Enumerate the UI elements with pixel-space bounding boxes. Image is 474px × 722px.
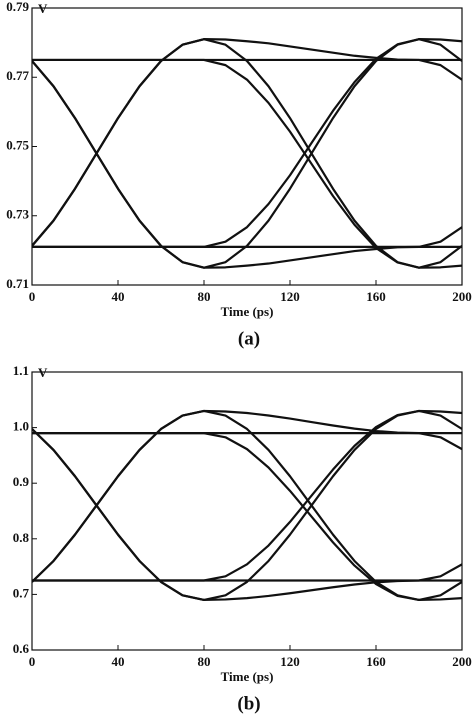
x-tick-label: 0 — [29, 289, 36, 304]
x-tick-label: 160 — [366, 654, 386, 669]
trace — [32, 428, 462, 602]
y-tick-label: 0.71 — [6, 276, 29, 291]
x-tick-label: 120 — [280, 654, 300, 669]
trace — [32, 38, 462, 247]
y-tick-label: 0.6 — [13, 641, 30, 656]
y-tick-label: 1.1 — [13, 363, 29, 378]
y-tick-label: 1.0 — [13, 419, 29, 434]
caption: (b) — [237, 693, 260, 714]
x-tick-label: 40 — [112, 654, 125, 669]
trace — [32, 58, 462, 269]
trace — [32, 38, 462, 249]
x-tick-label: 80 — [198, 289, 211, 304]
trace — [32, 409, 462, 583]
y-tick-label: 0.79 — [6, 0, 29, 14]
plot-frame — [31, 371, 463, 651]
y-tick-label: 0.73 — [6, 207, 29, 222]
y-unit: V — [38, 365, 48, 380]
trace — [32, 60, 462, 269]
x-axis-label: Time (ps) — [221, 304, 274, 319]
x-tick-label: 120 — [280, 289, 300, 304]
x-tick-label: 200 — [452, 289, 472, 304]
trace — [32, 432, 462, 602]
x-axis-label: Time (ps) — [221, 669, 274, 684]
x-tick-label: 160 — [366, 289, 386, 304]
caption: (a) — [238, 328, 260, 349]
y-tick-label: 0.75 — [6, 137, 29, 152]
x-tick-label: 200 — [452, 654, 472, 669]
x-tick-label: 80 — [198, 654, 211, 669]
x-tick-label: 40 — [112, 289, 125, 304]
y-tick-label: 0.77 — [6, 68, 29, 83]
trace — [32, 409, 462, 582]
y-tick-label: 0.9 — [13, 474, 30, 489]
plot-frame — [31, 7, 463, 286]
x-tick-label: 0 — [29, 654, 36, 669]
y-tick-label: 0.7 — [13, 585, 30, 600]
y-tick-label: 0.8 — [13, 530, 30, 545]
y-unit: V — [38, 1, 48, 16]
